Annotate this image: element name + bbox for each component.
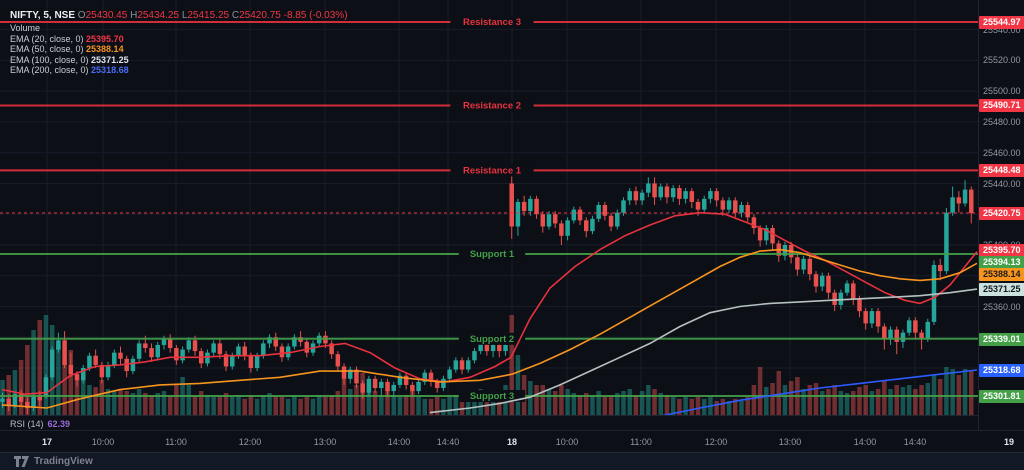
candlestick-layer bbox=[0, 174, 974, 415]
price-badge: 25371.25 bbox=[979, 282, 1024, 296]
time-axis-label[interactable]: 13:00 bbox=[778, 437, 802, 447]
volume-legend-row[interactable]: Volume bbox=[10, 24, 348, 33]
price-axis-label: 25540.00 bbox=[983, 25, 1021, 35]
price-badge: 25448.48 bbox=[979, 163, 1024, 177]
ema-20-line bbox=[1, 211, 978, 396]
time-axis-day-label[interactable]: 17 bbox=[41, 437, 53, 447]
grid-layer bbox=[0, 0, 978, 416]
ema-value: 25388.14 bbox=[86, 44, 124, 55]
symbol-title[interactable]: NIFTY, 5, NSE bbox=[10, 10, 76, 21]
support-line-label[interactable]: Support 2 bbox=[470, 334, 514, 345]
price-axis-label: 25460.00 bbox=[983, 148, 1021, 158]
symbol-ohlc-row[interactable]: NIFTY, 5, NSE O25430.45 H25434.25 L25415… bbox=[10, 10, 348, 22]
close-label: C bbox=[231, 10, 240, 21]
time-axis-label[interactable]: 12:00 bbox=[704, 437, 728, 447]
time-axis-day-label[interactable]: 19 bbox=[1003, 437, 1015, 447]
time-axis[interactable]: 17 10:00 11:00 12:00 13:00 14:00 14:40 18 10:00 1… bbox=[0, 430, 1024, 452]
chart-legend: NIFTY, 5, NSE O25430.45 H25434.25 L25415… bbox=[10, 10, 348, 75]
ema-label: EMA (20, close, 0) bbox=[10, 33, 87, 44]
time-axis-label[interactable]: 14:40 bbox=[436, 437, 460, 447]
time-axis-label[interactable]: 10:00 bbox=[555, 437, 579, 447]
support-line-label[interactable]: Support 1 bbox=[470, 249, 515, 260]
price-badge: 25339.01 bbox=[979, 332, 1024, 346]
price-axis[interactable]: 25540.00 25520.00 25500.00 25480.00 25460.00… bbox=[978, 0, 1024, 430]
rsi-label: RSI (14) bbox=[10, 419, 44, 429]
ema-label: EMA (100, close, 0) bbox=[10, 54, 92, 65]
ema-layer bbox=[1, 211, 978, 416]
ema-label: EMA (50, close, 0) bbox=[10, 44, 87, 55]
time-axis-label[interactable]: 14:40 bbox=[903, 437, 927, 447]
ema-value: 25318.68 bbox=[91, 65, 129, 76]
change-value: -8.85 (-0.03%) bbox=[283, 10, 348, 21]
price-axis-label: 25360.00 bbox=[983, 302, 1021, 312]
ema-legend-row[interactable]: EMA (20, close, 0) 25395.70 bbox=[10, 33, 348, 44]
rsi-pane: RSI (14) 62.39 bbox=[0, 415, 1024, 430]
rsi-value: 62.39 bbox=[47, 419, 71, 429]
time-axis-label[interactable]: 14:00 bbox=[853, 437, 877, 447]
ema-legend-row[interactable]: EMA (100, close, 0) 25371.25 bbox=[10, 54, 348, 65]
levels-layer: Resistance 3 Resistance 2 Resistance 1 Supp… bbox=[0, 16, 978, 402]
ema-label: EMA (200, close, 0) bbox=[10, 65, 92, 76]
high-value: 25434.25 bbox=[137, 10, 180, 21]
ema-legend-row[interactable]: EMA (50, close, 0) 25388.14 bbox=[10, 45, 348, 54]
volume-label: Volume bbox=[10, 23, 41, 33]
tradingview-logo-icon bbox=[14, 456, 29, 467]
ema-50-line bbox=[1, 248, 978, 409]
time-axis-label[interactable]: 11:00 bbox=[630, 437, 652, 447]
ema-100-line bbox=[429, 288, 978, 414]
time-axis-label[interactable]: 13:00 bbox=[313, 437, 337, 447]
ema-200-line bbox=[656, 369, 978, 416]
low-value: 25415.25 bbox=[187, 10, 230, 21]
price-badge: 25544.97 bbox=[979, 15, 1024, 29]
time-axis-label[interactable]: 12:00 bbox=[238, 437, 262, 447]
open-label: O bbox=[77, 10, 86, 21]
rsi-legend-row[interactable]: RSI (14) 62.39 bbox=[10, 419, 70, 429]
ema-value: 25371.25 bbox=[91, 54, 129, 65]
resistance-line-label[interactable]: Resistance 2 bbox=[463, 100, 521, 111]
time-axis-label[interactable]: 10:00 bbox=[91, 437, 115, 447]
price-badge: 25490.71 bbox=[979, 98, 1024, 112]
bottom-toolbar: TradingView bbox=[0, 452, 1024, 470]
ema-value: 25395.70 bbox=[86, 33, 124, 44]
resistance-line-label[interactable]: Resistance 3 bbox=[463, 17, 521, 28]
time-axis-day-label[interactable]: 18 bbox=[506, 437, 518, 447]
price-badge: 25318.68 bbox=[979, 363, 1024, 377]
tradingview-brand-text: TradingView bbox=[34, 456, 93, 467]
resistance-line-label[interactable]: Resistance 1 bbox=[463, 165, 522, 176]
close-value: 25420.75 bbox=[239, 10, 281, 21]
price-axis-label: 25500.00 bbox=[983, 86, 1021, 96]
price-badge: 25388.14 bbox=[979, 267, 1024, 281]
tradingview-brand-link[interactable]: TradingView bbox=[14, 456, 93, 467]
price-badge: 25420.75 bbox=[979, 206, 1024, 220]
price-axis-label: 25440.00 bbox=[983, 179, 1021, 189]
price-axis-label: 25480.00 bbox=[983, 117, 1021, 127]
low-label: L bbox=[181, 10, 188, 21]
volume-layer bbox=[0, 315, 974, 415]
ema-legend-rows: EMA (20, close, 0) 25395.70 EMA (50, clos… bbox=[10, 33, 348, 75]
price-badge: 25394.13 bbox=[979, 255, 1024, 269]
price-badge: 25301.81 bbox=[979, 389, 1024, 403]
support-line-label[interactable]: Support 3 bbox=[470, 391, 514, 402]
price-axis-label: 25520.00 bbox=[983, 55, 1021, 65]
time-axis-label[interactable]: 14:00 bbox=[387, 437, 411, 447]
open-value: 25430.45 bbox=[85, 10, 128, 21]
ema-legend-row[interactable]: EMA (200, close, 0) 25318.68 bbox=[10, 66, 348, 75]
price-chart-canvas[interactable]: Resistance 3 Resistance 2 Resistance 1 Supp… bbox=[0, 0, 978, 416]
high-label: H bbox=[130, 10, 138, 21]
price-badge: 25395.70 bbox=[979, 243, 1024, 257]
time-axis-label[interactable]: 11:00 bbox=[165, 437, 187, 447]
